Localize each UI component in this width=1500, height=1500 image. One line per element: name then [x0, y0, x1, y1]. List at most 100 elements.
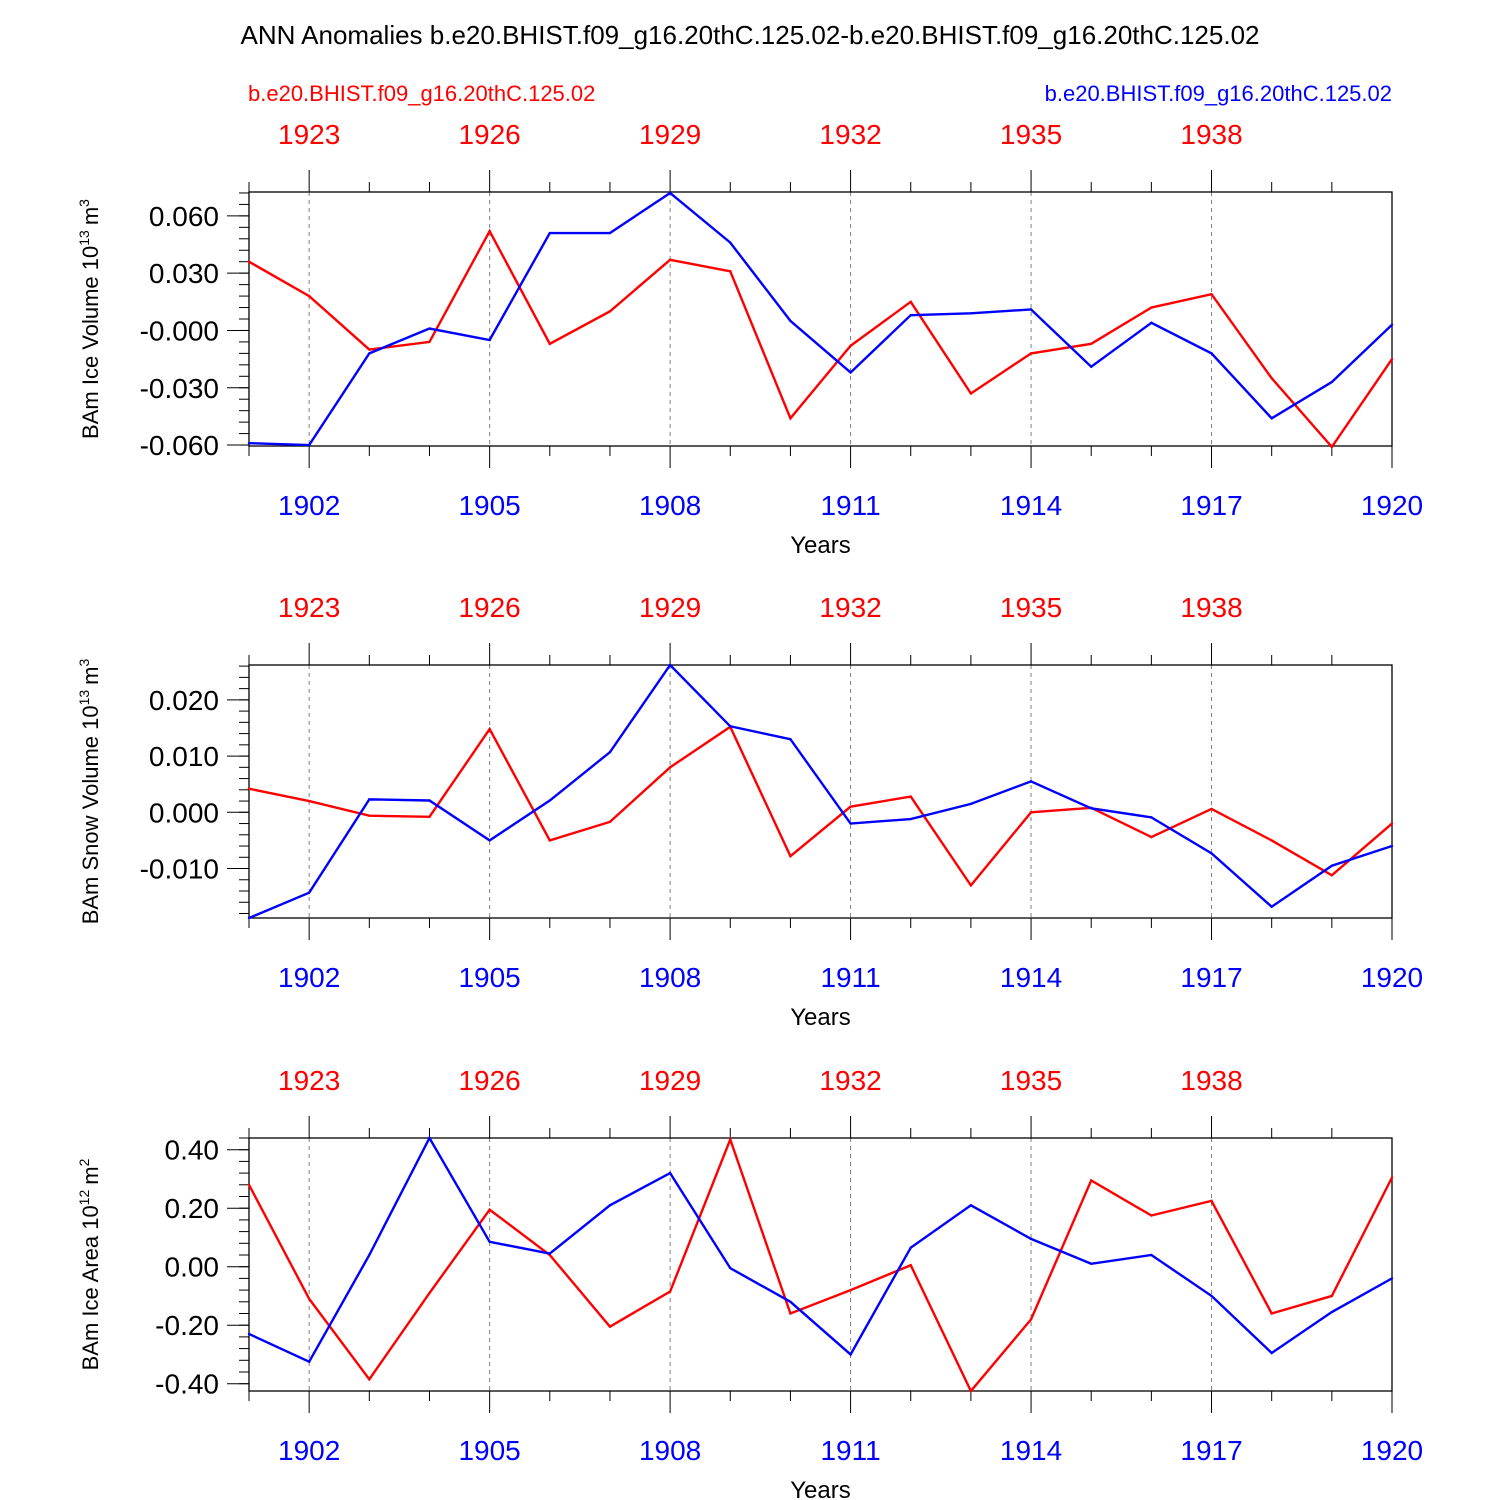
y-tick-label: -0.060 — [140, 430, 219, 461]
data-point-blue — [729, 1266, 732, 1270]
x-tick-label: 1905 — [458, 962, 520, 993]
x-tick-label: 1917 — [1180, 962, 1242, 993]
data-point-blue — [1270, 905, 1273, 908]
data-point-red — [1330, 874, 1334, 877]
plot-frame — [248, 191, 1393, 447]
data-point-red — [668, 1290, 672, 1293]
y-tick-label: 0.20 — [165, 1193, 220, 1224]
data-point-blue — [1330, 380, 1334, 384]
top-tick-label: 1926 — [458, 1065, 520, 1096]
x-tick-label: 1911 — [820, 962, 880, 993]
data-point-red — [1029, 1318, 1033, 1321]
data-point-blue — [849, 822, 852, 825]
data-point-blue — [789, 738, 792, 741]
data-point-blue — [608, 1204, 612, 1207]
x-axis-label: Years — [790, 1004, 851, 1031]
top-tick-label: 1929 — [639, 592, 701, 623]
top-tick-label: 1923 — [278, 119, 340, 150]
data-point-blue — [1270, 1351, 1273, 1355]
data-point-red — [909, 795, 912, 798]
data-point-blue — [729, 725, 732, 728]
data-point-blue — [428, 1136, 431, 1140]
data-point-blue — [969, 312, 973, 315]
data-point-red — [548, 342, 551, 346]
data-point-blue — [789, 1300, 792, 1303]
data-point-red — [428, 815, 431, 818]
y-axis-label-unit-exponent: 3 — [76, 199, 92, 207]
y-axis-label-unit-exponent: 3 — [76, 658, 92, 666]
data-point-red — [668, 258, 672, 261]
data-point-blue — [247, 441, 251, 445]
data-point-red — [307, 294, 311, 298]
data-point-red — [969, 1389, 973, 1393]
data-point-red — [1150, 835, 1153, 839]
x-tick-label: 1905 — [458, 1435, 520, 1466]
top-tick-label: 1935 — [1000, 592, 1062, 623]
series-line-blue — [248, 191, 1393, 447]
data-point-blue — [608, 750, 612, 754]
y-tick-label: -0.20 — [155, 1310, 219, 1341]
y-axis-label-exponent: 12 — [76, 1190, 92, 1206]
x-tick-label: 1908 — [639, 962, 701, 993]
data-point-blue — [909, 313, 912, 317]
series-line-red — [248, 725, 1393, 888]
data-point-blue — [488, 839, 491, 842]
data-point-blue — [909, 1246, 912, 1249]
x-tick-label: 1914 — [1000, 962, 1062, 993]
y-tick-label: -0.010 — [140, 854, 219, 885]
y-axis-label-exponent: 13 — [76, 690, 92, 706]
data-point-blue — [909, 817, 912, 821]
y-tick-label: 0.030 — [149, 258, 219, 289]
data-point-red — [1210, 1199, 1213, 1203]
legend-right-label: b.e20.BHIST.f09_g16.20thC.125.02 — [1045, 81, 1392, 106]
x-tick-label: 1920 — [1361, 490, 1423, 521]
x-tick-label: 1914 — [1000, 1435, 1062, 1466]
data-point-red — [307, 799, 311, 803]
y-axis-label: BAm Ice Volume 1013 m3 — [76, 199, 103, 439]
data-point-red — [368, 348, 371, 351]
data-point-blue — [247, 1332, 251, 1336]
plot-frame — [248, 664, 1393, 919]
data-point-blue — [1090, 807, 1093, 810]
plot-frame — [248, 1137, 1393, 1392]
data-point-red — [488, 1208, 491, 1211]
series-line-red — [247, 1136, 1394, 1394]
data-point-red — [1390, 357, 1394, 361]
data-point-red — [1330, 445, 1334, 449]
data-point-red — [1029, 811, 1033, 814]
ice-volume-panel: 1902 1905 1908 1911 1914 1917 1920 Years 1923 192… — [76, 119, 1423, 559]
data-point-red — [428, 340, 431, 344]
data-point-red — [247, 787, 251, 790]
data-point-blue — [488, 338, 491, 342]
top-tick-label: 1929 — [639, 119, 701, 150]
legend-left-label: b.e20.BHIST.f09_g16.20thC.125.02 — [248, 81, 595, 106]
top-tick-label: 1935 — [1000, 1065, 1062, 1096]
data-point-red — [668, 766, 672, 769]
y-tick-label: 0.010 — [149, 741, 219, 772]
y-tick-label: 0.000 — [149, 797, 219, 828]
data-point-blue — [548, 1252, 551, 1255]
data-point-red — [789, 854, 792, 858]
data-point-red — [368, 814, 371, 817]
y-tick-label: 0.020 — [149, 685, 219, 716]
y-tick-label: 0.060 — [149, 201, 219, 232]
data-point-blue — [368, 798, 371, 801]
data-point-blue — [668, 1171, 672, 1175]
y-tick-label: 0.00 — [165, 1252, 220, 1283]
x-tick-label: 1902 — [278, 490, 340, 521]
data-point-blue — [1390, 323, 1394, 326]
data-point-blue — [1029, 308, 1033, 311]
data-point-red — [1210, 292, 1213, 296]
data-point-red — [1150, 306, 1153, 309]
data-point-red — [608, 1325, 612, 1328]
data-point-red — [1090, 342, 1093, 346]
data-point-red — [969, 884, 973, 887]
data-point-red — [1270, 839, 1273, 842]
y-axis-label-unit-exponent: 2 — [76, 1158, 92, 1166]
y-axis-label-text: BAm Ice Area 10 — [78, 1205, 103, 1370]
data-point-blue — [307, 891, 311, 894]
data-point-blue — [849, 1353, 852, 1356]
data-point-red — [247, 260, 251, 263]
data-point-red — [1390, 822, 1394, 825]
data-point-red — [1090, 1179, 1093, 1182]
